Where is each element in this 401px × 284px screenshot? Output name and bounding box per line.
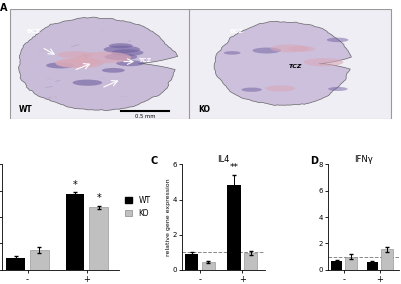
Ellipse shape (265, 85, 295, 91)
Text: A: A (0, 3, 8, 13)
Ellipse shape (116, 60, 144, 66)
Ellipse shape (103, 46, 140, 53)
Text: C: C (150, 156, 157, 166)
Text: *: * (73, 180, 77, 190)
Text: TCZ: TCZ (138, 58, 152, 62)
Bar (202, 262, 215, 270)
Bar (244, 253, 257, 270)
Text: *: * (96, 193, 101, 203)
Ellipse shape (328, 87, 348, 91)
Ellipse shape (109, 43, 133, 48)
Polygon shape (18, 17, 178, 111)
Ellipse shape (55, 58, 103, 68)
Bar (227, 185, 241, 270)
Bar (6, 258, 25, 270)
Title: IL4: IL4 (217, 155, 230, 164)
Bar (30, 250, 49, 270)
Ellipse shape (241, 87, 262, 92)
Text: BCZ: BCZ (229, 29, 243, 34)
Text: **: ** (229, 163, 238, 172)
Y-axis label: relative gene expression: relative gene expression (166, 178, 171, 256)
Bar (345, 257, 356, 270)
Ellipse shape (253, 47, 281, 53)
Title: IFNγ: IFNγ (354, 155, 373, 164)
Ellipse shape (111, 49, 144, 56)
Ellipse shape (105, 53, 137, 60)
Ellipse shape (304, 58, 343, 66)
Ellipse shape (46, 62, 75, 68)
Bar (381, 249, 393, 270)
Bar (331, 261, 342, 270)
Ellipse shape (288, 46, 315, 52)
Ellipse shape (270, 44, 308, 52)
Text: KO: KO (198, 105, 211, 114)
Ellipse shape (58, 51, 93, 59)
Text: BCZ: BCZ (27, 29, 41, 34)
Bar (367, 262, 378, 270)
Bar (66, 194, 84, 270)
Ellipse shape (224, 51, 241, 55)
Text: WT: WT (19, 105, 33, 114)
Bar (185, 254, 198, 270)
Text: D: D (310, 156, 318, 166)
Ellipse shape (55, 59, 96, 67)
Polygon shape (214, 21, 351, 105)
Ellipse shape (75, 59, 99, 64)
Legend: WT, KO: WT, KO (125, 196, 151, 218)
Ellipse shape (327, 37, 348, 42)
Ellipse shape (102, 68, 125, 73)
Ellipse shape (73, 80, 102, 86)
Text: TCZ: TCZ (289, 64, 302, 69)
Text: 0.5 mm: 0.5 mm (135, 114, 155, 119)
Ellipse shape (77, 52, 131, 63)
Ellipse shape (71, 58, 97, 63)
Bar (89, 207, 108, 270)
